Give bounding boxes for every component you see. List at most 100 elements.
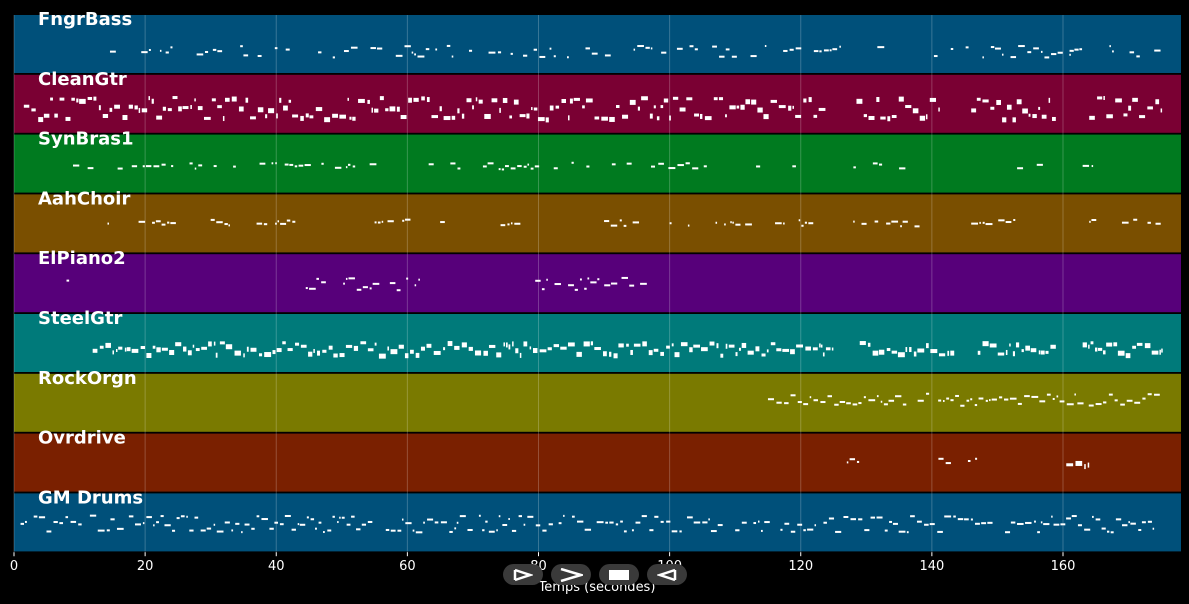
note bbox=[347, 97, 349, 101]
note bbox=[472, 105, 474, 110]
note bbox=[410, 349, 414, 354]
note bbox=[1034, 520, 1036, 523]
note bbox=[238, 106, 244, 112]
note bbox=[1115, 98, 1122, 103]
note bbox=[167, 108, 172, 112]
note bbox=[1077, 402, 1084, 405]
note bbox=[341, 516, 345, 519]
note bbox=[440, 221, 445, 224]
note bbox=[1125, 353, 1131, 359]
stop-button[interactable] bbox=[599, 564, 639, 585]
x-tick-label: 0 bbox=[10, 559, 18, 574]
note bbox=[1095, 518, 1101, 521]
note bbox=[732, 221, 734, 224]
note bbox=[1117, 350, 1125, 356]
note bbox=[1134, 401, 1141, 404]
fast-forward-button[interactable] bbox=[551, 564, 591, 585]
note bbox=[276, 113, 278, 119]
note bbox=[231, 529, 234, 532]
note bbox=[283, 105, 288, 111]
note bbox=[197, 106, 203, 111]
note bbox=[965, 46, 969, 49]
note bbox=[640, 282, 647, 285]
note bbox=[145, 165, 152, 168]
note bbox=[741, 342, 747, 348]
note bbox=[327, 529, 332, 532]
note bbox=[809, 396, 812, 399]
note bbox=[677, 164, 684, 167]
note bbox=[1084, 464, 1086, 470]
note bbox=[803, 529, 806, 532]
note bbox=[1046, 393, 1051, 396]
note bbox=[798, 219, 801, 222]
note bbox=[309, 115, 314, 119]
note bbox=[1138, 529, 1142, 532]
note bbox=[902, 403, 907, 406]
note bbox=[633, 48, 636, 51]
note bbox=[1006, 104, 1012, 110]
note bbox=[99, 345, 104, 349]
note bbox=[443, 347, 446, 351]
note bbox=[512, 341, 514, 347]
note bbox=[576, 351, 582, 357]
note bbox=[930, 349, 938, 354]
note bbox=[1012, 117, 1016, 123]
note bbox=[333, 353, 338, 358]
note bbox=[1075, 460, 1083, 466]
note bbox=[790, 349, 795, 355]
note bbox=[1037, 531, 1040, 534]
note bbox=[1038, 350, 1041, 355]
note bbox=[128, 515, 134, 518]
note bbox=[943, 400, 945, 403]
note bbox=[78, 523, 82, 526]
note bbox=[788, 105, 792, 111]
note bbox=[418, 278, 420, 281]
note bbox=[694, 113, 700, 117]
note bbox=[280, 222, 287, 225]
note bbox=[131, 165, 138, 168]
note bbox=[46, 530, 52, 533]
note bbox=[699, 113, 703, 119]
note bbox=[971, 108, 977, 113]
note bbox=[533, 107, 538, 111]
note bbox=[374, 342, 377, 346]
note bbox=[468, 346, 473, 351]
rewind-button[interactable] bbox=[647, 564, 687, 585]
note bbox=[499, 107, 501, 113]
note bbox=[1130, 522, 1136, 525]
note bbox=[1106, 342, 1113, 347]
note bbox=[1113, 342, 1118, 347]
note bbox=[222, 116, 225, 122]
note bbox=[79, 98, 86, 104]
note bbox=[224, 223, 228, 226]
note bbox=[632, 221, 640, 224]
note bbox=[760, 529, 763, 532]
note bbox=[820, 401, 826, 404]
note bbox=[356, 528, 361, 531]
note bbox=[713, 97, 718, 101]
note bbox=[292, 114, 299, 118]
note bbox=[987, 521, 993, 524]
note bbox=[478, 99, 483, 104]
note bbox=[1066, 403, 1074, 406]
note bbox=[231, 96, 237, 102]
note bbox=[1005, 531, 1011, 534]
note bbox=[396, 289, 401, 292]
note bbox=[982, 341, 989, 347]
note bbox=[1114, 399, 1118, 402]
note bbox=[560, 346, 567, 350]
note bbox=[764, 521, 770, 524]
note bbox=[256, 222, 263, 225]
note bbox=[217, 50, 223, 53]
note bbox=[661, 51, 667, 54]
note bbox=[216, 530, 224, 533]
note bbox=[1089, 115, 1095, 120]
note bbox=[1036, 163, 1043, 166]
note bbox=[156, 115, 163, 120]
note bbox=[877, 46, 885, 49]
note bbox=[891, 115, 897, 119]
note bbox=[616, 105, 620, 109]
note bbox=[658, 162, 664, 165]
play-from-start-button[interactable] bbox=[503, 564, 543, 585]
note bbox=[1017, 522, 1024, 525]
